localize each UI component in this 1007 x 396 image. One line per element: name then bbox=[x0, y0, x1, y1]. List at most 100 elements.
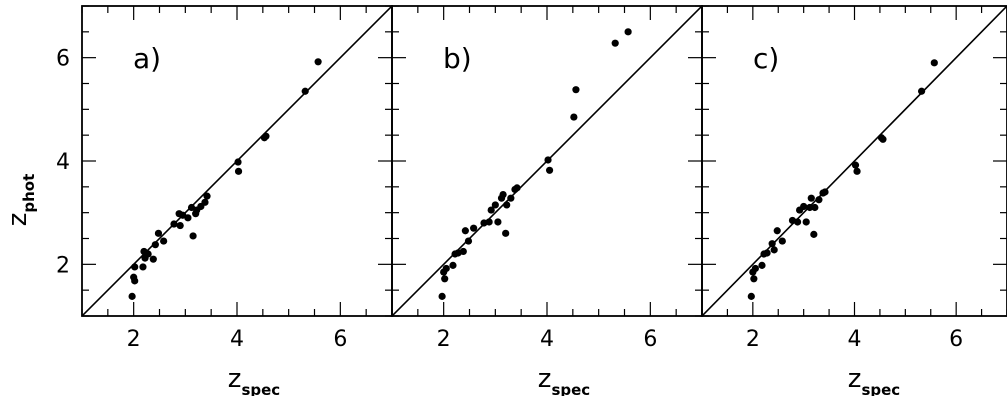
panel-b: 2 4 6 b) zspec bbox=[391, 5, 703, 396]
panel-b-point bbox=[459, 247, 467, 256]
y-axis-label: zphot bbox=[3, 174, 38, 227]
panel-c-x-axis-label: zspec bbox=[848, 364, 900, 396]
panel-c-point bbox=[930, 59, 938, 67]
panel-c-point bbox=[763, 249, 771, 257]
panel-c-point bbox=[747, 292, 755, 300]
panel-b-x-tick-label: 6 bbox=[643, 327, 657, 352]
panel-c-point bbox=[821, 188, 829, 196]
panel-b-point bbox=[544, 156, 552, 164]
panel-c-point bbox=[853, 167, 861, 175]
panel-c-point bbox=[802, 218, 810, 226]
panel-b-point bbox=[464, 237, 473, 245]
panel-c-label: c) bbox=[753, 42, 779, 75]
panel-a-point bbox=[234, 158, 242, 166]
panel-c-point bbox=[810, 230, 818, 238]
panel-a-ticks bbox=[81, 5, 393, 317]
panel-b-point bbox=[503, 201, 511, 209]
panel-a-point bbox=[201, 198, 209, 206]
panel-a-point bbox=[128, 292, 136, 300]
panel-c-identity-line bbox=[702, 6, 1007, 316]
panel-c-point bbox=[773, 227, 781, 235]
panel-c-point bbox=[751, 264, 759, 273]
panel-c-x-tick-label: 4 bbox=[848, 327, 862, 352]
panel-b-point bbox=[499, 190, 507, 199]
panel-a-point bbox=[139, 263, 147, 271]
panel-a-point bbox=[176, 221, 184, 230]
panel-b-point bbox=[487, 206, 495, 214]
panel-c-point bbox=[879, 135, 887, 143]
panel-c-point bbox=[778, 237, 786, 245]
panel-c-points bbox=[747, 59, 938, 300]
panel-a-x-tick-label: 6 bbox=[333, 327, 347, 352]
panel-b-point bbox=[438, 292, 446, 300]
panel-a: 2 4 6 2 4 6 a) zspec bbox=[56, 5, 393, 396]
panel-a-x-tick-label: 2 bbox=[127, 327, 141, 352]
panel-b-point bbox=[485, 218, 493, 226]
panel-a-point bbox=[151, 241, 159, 249]
panel-c-point bbox=[768, 240, 776, 248]
panel-a-y-tick-label: 6 bbox=[56, 47, 70, 72]
panel-a-point bbox=[131, 263, 139, 271]
panel-b-x-axis-label-sub: spec bbox=[551, 381, 590, 396]
panel-a-point bbox=[160, 237, 168, 245]
panel-b-x-axis-label-main: z bbox=[538, 364, 552, 394]
panel-c-x-axis-label-main: z bbox=[848, 364, 862, 394]
y-axis-label-main: z bbox=[3, 213, 33, 227]
panel-b-point bbox=[494, 218, 502, 226]
panel-a-x-tick-label: 4 bbox=[230, 327, 244, 352]
panel-c-point bbox=[800, 202, 808, 211]
panel-b-point bbox=[545, 166, 554, 174]
panel-a-point bbox=[234, 167, 243, 175]
panel-c: 2 4 6 c) zspec bbox=[701, 5, 1007, 396]
panel-c-point bbox=[770, 246, 778, 254]
panel-a-point bbox=[301, 87, 309, 95]
panel-b-point bbox=[611, 39, 619, 47]
panel-b-point bbox=[470, 224, 478, 232]
panel-a-label: a) bbox=[133, 42, 161, 75]
panel-c-point bbox=[851, 161, 860, 169]
panel-b-point bbox=[449, 261, 457, 269]
panel-a-points bbox=[128, 58, 322, 300]
panel-c-point bbox=[750, 275, 758, 283]
panel-c-point bbox=[758, 261, 766, 269]
panel-a-point bbox=[131, 277, 139, 285]
panel-b-point bbox=[570, 113, 578, 121]
panel-c-x-axis-label-sub: spec bbox=[861, 381, 900, 396]
panel-c-frame bbox=[701, 5, 1007, 317]
panel-a-point bbox=[154, 229, 163, 237]
panel-b-label: b) bbox=[443, 42, 472, 75]
panel-a-y-tick-label: 4 bbox=[56, 150, 70, 175]
panel-b-x-axis-label: zspec bbox=[538, 364, 590, 396]
panel-b-x-tick-label: 4 bbox=[540, 327, 554, 352]
panel-a-x-axis-label-main: z bbox=[228, 364, 242, 394]
panel-c-x-tick-label: 6 bbox=[949, 327, 963, 352]
panel-b-point bbox=[442, 264, 450, 273]
panel-b-point bbox=[491, 201, 499, 209]
panel-c-x-tick-label: 2 bbox=[746, 327, 760, 352]
panel-a-point bbox=[184, 214, 192, 222]
panel-c-point bbox=[815, 196, 823, 204]
panel-b-point bbox=[441, 275, 449, 283]
panel-a-y-tick-label: 2 bbox=[56, 253, 70, 278]
panel-a-point bbox=[262, 132, 270, 140]
panel-a-point bbox=[314, 58, 322, 66]
panel-b-point bbox=[624, 28, 632, 36]
panel-a-point bbox=[170, 220, 178, 228]
panel-c-point bbox=[807, 194, 815, 202]
panel-c-point bbox=[918, 87, 926, 95]
panel-b-point bbox=[513, 184, 521, 192]
panel-a-x-axis-label-sub: spec bbox=[241, 381, 280, 396]
panel-b-point bbox=[502, 229, 510, 237]
panel-c-point bbox=[793, 218, 802, 226]
panel-a-point bbox=[144, 250, 152, 258]
panel-b-point bbox=[572, 86, 580, 94]
panel-a-point bbox=[203, 192, 211, 200]
panel-b-point bbox=[507, 194, 515, 202]
panel-b-point bbox=[461, 227, 469, 235]
panel-b-points bbox=[438, 28, 632, 300]
panel-a-point bbox=[189, 232, 197, 240]
panel-b-x-tick-label: 2 bbox=[437, 327, 451, 352]
panel-a-point bbox=[149, 255, 157, 263]
